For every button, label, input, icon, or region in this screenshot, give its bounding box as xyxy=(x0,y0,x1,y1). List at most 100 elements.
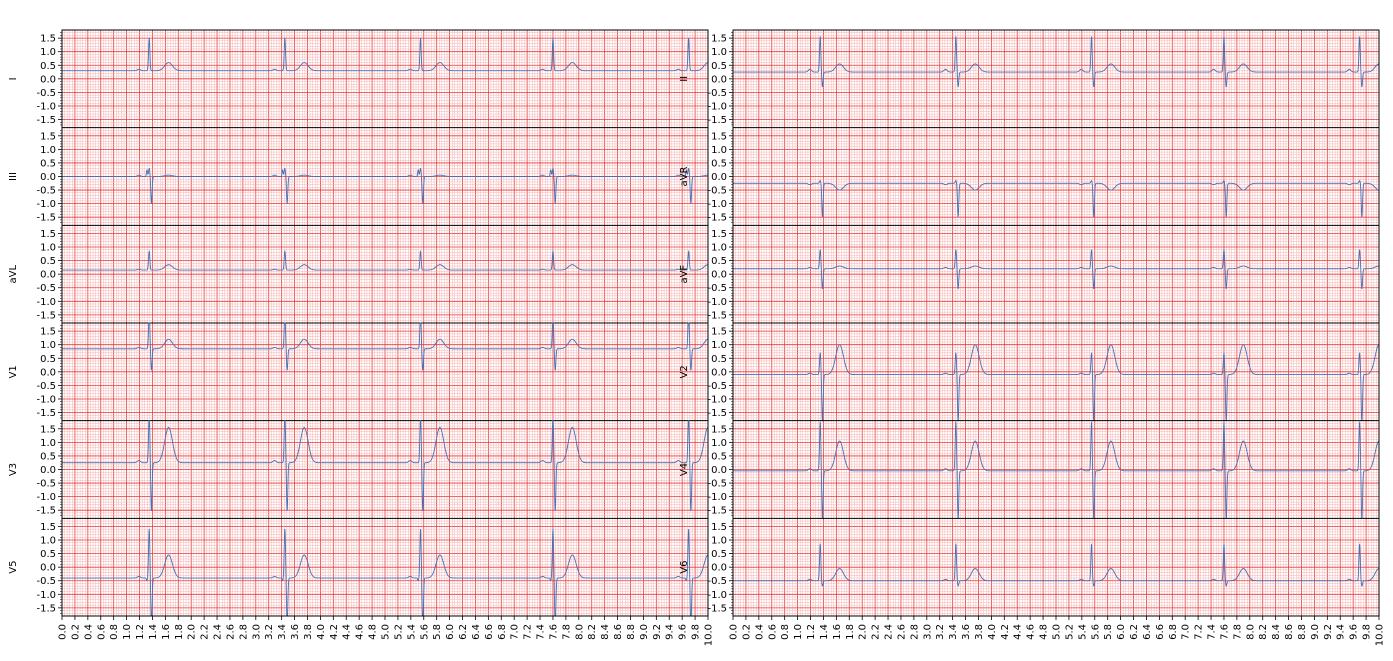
x-tick-label: 9.8 xyxy=(1362,624,1373,640)
y-tick-label: 1.5 xyxy=(40,522,56,533)
y-tick-label: 1.5 xyxy=(711,34,727,45)
y-tick-label: -1.5 xyxy=(36,310,56,321)
y-tick-label: -1.5 xyxy=(707,408,727,419)
x-tick-label: 3.0 xyxy=(922,624,933,640)
x-tick-label: 1.2 xyxy=(806,624,817,640)
y-tick-label: 1.0 xyxy=(40,47,56,58)
y-tick-label: -0.5 xyxy=(36,88,56,99)
x-tick-label: 6.2 xyxy=(1129,624,1140,640)
x-tick-label: 4.8 xyxy=(1039,624,1050,640)
lead-label-aVF: aVF xyxy=(679,265,690,284)
x-tick-label: 7.0 xyxy=(1181,624,1192,640)
x-tick-label: 0.2 xyxy=(70,624,81,640)
x-tick-label: 6.8 xyxy=(497,624,508,640)
y-tick-label: 1.5 xyxy=(711,131,727,142)
x-tick-label: 4.6 xyxy=(355,624,366,640)
x-tick-label: 5.6 xyxy=(1090,624,1101,640)
x-tick-label: 9.6 xyxy=(1349,624,1360,640)
y-tick-label: 0.5 xyxy=(711,61,727,72)
ecg-trace-V2 xyxy=(732,344,1380,422)
y-tick-label: -1.5 xyxy=(36,115,56,126)
x-tick-label: 7.6 xyxy=(1219,624,1230,640)
ecg-trace-aVR xyxy=(732,180,1380,218)
x-tick-label: 5.8 xyxy=(432,624,443,640)
x-tick-label: 5.2 xyxy=(1064,624,1075,640)
y-tick-label: -1.0 xyxy=(707,394,727,405)
x-tick-label: 0.6 xyxy=(96,624,107,640)
y-tick-label: 1.5 xyxy=(40,34,56,45)
y-tick-label: 0.5 xyxy=(40,549,56,560)
y-tick-label: -1.5 xyxy=(36,213,56,224)
y-tick-label: 0.5 xyxy=(40,256,56,267)
ecg-trace-III xyxy=(61,167,709,204)
y-tick-label: -1.0 xyxy=(707,590,727,601)
y-tick-label: -0.5 xyxy=(707,576,727,587)
x-tick-label: 1.4 xyxy=(819,624,830,640)
y-tick-label: 1.0 xyxy=(711,536,727,547)
lead-label-V3: V3 xyxy=(8,463,19,476)
ecg-grid xyxy=(732,29,1380,617)
x-tick-label: 3.4 xyxy=(948,624,959,640)
y-tick-label: -0.5 xyxy=(36,381,56,392)
x-tick-label: 4.8 xyxy=(368,624,379,640)
y-tick-label: 0.0 xyxy=(40,367,56,378)
x-tick-label: 0.8 xyxy=(780,624,791,640)
x-tick-label: 2.6 xyxy=(225,624,236,640)
y-tick-label: -1.5 xyxy=(707,506,727,517)
y-tick-label: -0.5 xyxy=(36,576,56,587)
x-tick-label: 6.8 xyxy=(1168,624,1179,640)
y-tick-label: -1.0 xyxy=(36,590,56,601)
y-tick-label: 1.5 xyxy=(711,522,727,533)
ecg-panel-1: 1.5 1.0 0.5 0.0 -0.5 -1.0 -1.5 I 1.5 1.0 0.5 0.0 -0.… xyxy=(8,29,715,646)
x-tick-label: 3.2 xyxy=(935,624,946,640)
x-tick-label: 8.4 xyxy=(600,624,611,640)
x-tick-label: 4.0 xyxy=(316,624,327,640)
y-tick-label: 1.5 xyxy=(40,229,56,240)
lead-label-V2: V2 xyxy=(679,365,690,378)
x-tick-label: 2.4 xyxy=(213,624,224,640)
x-tick-label: 9.4 xyxy=(1336,624,1347,640)
x-tick-label: 10.0 xyxy=(1375,624,1386,646)
x-tick-label: 5.6 xyxy=(419,624,430,640)
y-tick-label: 0.0 xyxy=(711,74,727,85)
x-tick-label: 5.8 xyxy=(1103,624,1114,640)
x-tick-label: 9.8 xyxy=(691,624,702,640)
x-tick-label: 0.4 xyxy=(754,624,765,640)
x-tick-label: 9.6 xyxy=(678,624,689,640)
y-tick-label: -0.5 xyxy=(707,381,727,392)
y-tick-label: 0.5 xyxy=(711,354,727,365)
y-tick-label: 0.0 xyxy=(711,270,727,281)
y-tick-label: -1.0 xyxy=(707,101,727,112)
y-tick-label: 0.5 xyxy=(40,61,56,72)
y-tick-label: 1.0 xyxy=(711,145,727,156)
ecg-trace-V1 xyxy=(61,322,709,371)
y-tick-label: -1.5 xyxy=(707,603,727,614)
x-tick-label: 3.2 xyxy=(264,624,275,640)
y-tick-label: -0.5 xyxy=(707,186,727,197)
ecg-panel-2: 1.5 1.0 0.5 0.0 -0.5 -1.0 -1.5 II 1.5 1.0 0.5 0.0 -0… xyxy=(679,29,1386,646)
y-tick-label: 1.5 xyxy=(711,424,727,435)
lead-label-I: I xyxy=(8,77,19,80)
y-tick-label: -1.5 xyxy=(707,115,727,126)
x-tick-label: 0.0 xyxy=(58,624,69,640)
y-tick-label: -1.0 xyxy=(36,297,56,308)
y-tick-label: -1.5 xyxy=(707,310,727,321)
x-tick-label: 9.0 xyxy=(1310,624,1321,640)
x-tick-label: 5.4 xyxy=(406,624,417,640)
x-tick-label: 1.0 xyxy=(793,624,804,640)
y-tick-label: -0.5 xyxy=(36,186,56,197)
y-tick-label: -1.0 xyxy=(36,492,56,503)
y-tick-label: -0.5 xyxy=(707,479,727,490)
y-tick-label: -1.5 xyxy=(707,213,727,224)
y-tick-label: 1.0 xyxy=(711,438,727,449)
x-tick-label: 2.8 xyxy=(238,624,249,640)
x-tick-label: 6.0 xyxy=(1116,624,1127,640)
x-tick-label: 5.0 xyxy=(1052,624,1063,640)
y-tick-label: 1.5 xyxy=(40,424,56,435)
y-tick-label: -1.0 xyxy=(36,199,56,210)
ecg-trace-aVL xyxy=(61,250,709,271)
x-tick-label: 1.6 xyxy=(832,624,843,640)
x-tick-label: 8.2 xyxy=(587,624,598,640)
y-tick-label: 0.0 xyxy=(711,465,727,476)
